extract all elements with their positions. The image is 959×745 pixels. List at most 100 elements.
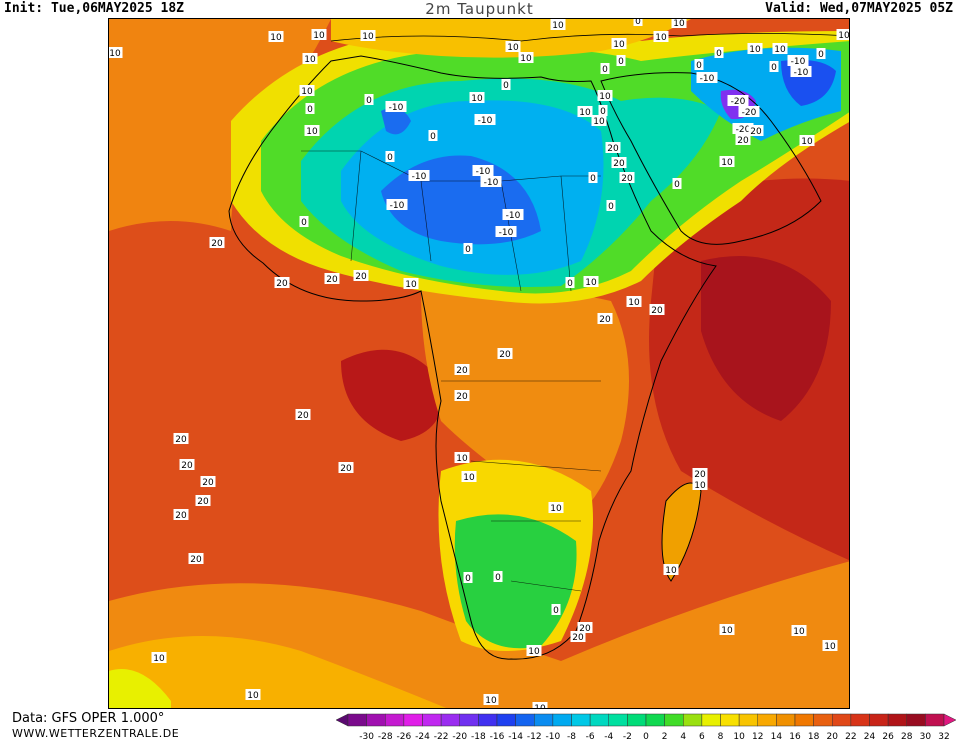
- legend-tick-label: -18: [471, 732, 486, 741]
- contour-label-text: -10: [476, 167, 491, 177]
- contour-label-box: [790, 66, 812, 77]
- contour-label-text: 0: [602, 65, 608, 75]
- contour-label: 20: [454, 364, 470, 376]
- contour-label-box: [173, 509, 189, 520]
- contour-label-box: [386, 199, 408, 210]
- contour-label: 10: [461, 471, 477, 483]
- legend-tick-label: 24: [864, 732, 876, 741]
- contour-label: 10: [583, 276, 599, 288]
- contour-label-text: 20: [202, 478, 214, 488]
- contour-label-box: [598, 105, 608, 116]
- contour-label-box: [719, 624, 735, 635]
- contour-label-box: [353, 270, 369, 281]
- contour-label-text: 10: [824, 642, 836, 652]
- legend-swatch: [832, 713, 852, 727]
- legend-tick-label: -28: [378, 732, 393, 741]
- contour-label-box: [570, 631, 586, 642]
- legend-arrow-high: [943, 713, 957, 727]
- contour-label-box: [403, 278, 419, 289]
- legend-swatch: [683, 713, 703, 727]
- contour-label: 0: [428, 130, 438, 142]
- contour-label: 10: [109, 47, 123, 59]
- contour-label-text: 0: [635, 19, 641, 27]
- legend-tick-label: 30: [920, 732, 932, 741]
- contour-label: 10: [663, 564, 679, 576]
- contour-label: 0: [463, 243, 473, 255]
- legend-tick-label: -14: [508, 732, 523, 741]
- legend-swatch: [347, 713, 367, 727]
- field-mediterranean: [331, 19, 691, 58]
- contour-label: 20: [619, 172, 635, 184]
- legend-swatch: [664, 713, 684, 727]
- contour-label-text: 10: [520, 54, 532, 64]
- contour-label-box: [611, 157, 627, 168]
- contour-label: 10: [360, 30, 376, 42]
- contour-label-text: 10: [694, 481, 706, 491]
- legend-tick-label: 18: [808, 732, 820, 741]
- contour-label: 20: [295, 409, 311, 421]
- legend-tick-label: -12: [527, 732, 542, 741]
- contour-label-box: [816, 48, 826, 59]
- contour-label: 20: [611, 157, 627, 169]
- contour-label: 10: [483, 694, 499, 706]
- contour-label: 0: [598, 105, 608, 117]
- contour-label: 0: [600, 63, 610, 75]
- contour-label-text: 20: [190, 555, 202, 565]
- website-label: WWW.WETTERZENTRALE.DE: [12, 727, 180, 740]
- contour-label-text: 10: [306, 127, 318, 137]
- contour-label-box: [408, 170, 430, 181]
- contour-label-box: [597, 90, 613, 101]
- contour-label-text: 10: [304, 55, 316, 65]
- contour-label: 0: [672, 178, 682, 190]
- legend-tick-label: -16: [490, 732, 505, 741]
- legend-swatch: [403, 713, 423, 727]
- contour-label-text: 10: [534, 704, 546, 709]
- contour-label-text: 0: [465, 245, 471, 255]
- legend-swatch: [776, 713, 796, 727]
- contour-label: 10: [772, 43, 788, 55]
- contour-label-text: 0: [600, 107, 606, 117]
- contour-label-box: [611, 38, 627, 49]
- contour-label-text: 10: [655, 33, 667, 43]
- legend-tick-label: -22: [434, 732, 449, 741]
- contour-label-box: [501, 79, 511, 90]
- contour-label-box: [696, 72, 718, 83]
- contour-label-text: 0: [818, 50, 824, 60]
- contour-label-box: [633, 19, 643, 26]
- contour-label-box: [295, 409, 311, 420]
- contour-label: 10: [791, 625, 807, 637]
- contour-label-box: [692, 468, 708, 479]
- contour-label: 10: [304, 125, 320, 137]
- contour-label-box: [469, 92, 485, 103]
- field-central-africa: [421, 287, 629, 521]
- contour-label-text: 20: [737, 136, 749, 146]
- contour-label-box: [454, 452, 470, 463]
- contour-label-box: [565, 277, 575, 288]
- contour-label: 0: [714, 47, 724, 59]
- legend-tick-label: -2: [623, 732, 632, 741]
- contour-label: 20: [497, 348, 513, 360]
- legend-tick-label: 8: [718, 732, 724, 741]
- contour-label-text: 10: [593, 117, 605, 127]
- legend-tick-label: -30: [359, 732, 374, 741]
- contour-label: 20: [179, 459, 195, 471]
- contour-label-text: -10: [499, 228, 514, 238]
- contour-label-box: [483, 694, 499, 705]
- legend-swatch: [720, 713, 740, 727]
- contour-label-text: 20: [297, 411, 309, 421]
- contour-label: 10: [719, 624, 735, 636]
- legend-tick-label: 4: [680, 732, 686, 741]
- contour-label-text: 0: [366, 96, 372, 106]
- contour-label: 0: [816, 48, 826, 60]
- contour-label: -20: [727, 95, 749, 107]
- contour-label-text: 0: [771, 63, 777, 73]
- contour-label: 20: [748, 125, 764, 137]
- data-source-label: Data: GFS OPER 1.000°: [12, 711, 165, 726]
- contour-label-text: 0: [674, 180, 680, 190]
- contour-label-box: [787, 55, 809, 66]
- contour-label-text: 10: [673, 19, 685, 29]
- contour-label-text: 10: [485, 696, 497, 706]
- contour-label-box: [626, 296, 642, 307]
- contour-label-box: [735, 134, 751, 145]
- contour-label-box: [497, 348, 513, 359]
